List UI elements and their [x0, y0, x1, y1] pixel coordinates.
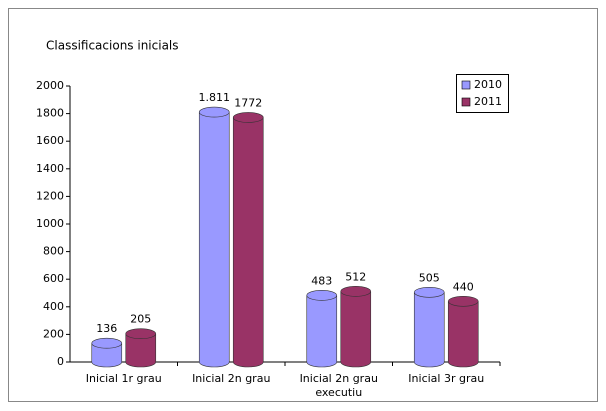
chart-title: Classificacions inicials — [46, 39, 179, 53]
y-tick-label: 1200 — [36, 189, 64, 202]
bar — [233, 117, 264, 363]
y-tick-label: 400 — [43, 300, 64, 313]
y-tick-label: 600 — [43, 272, 64, 285]
value-label: 136 — [96, 322, 117, 335]
bar-top — [125, 328, 157, 340]
y-tick-label: 1800 — [36, 107, 64, 120]
y-tick-label: 2000 — [36, 79, 64, 92]
value-label: 1.811 — [199, 91, 231, 104]
y-tick-label: 1000 — [36, 217, 64, 230]
bar — [306, 295, 337, 362]
y-tick-label: 800 — [43, 245, 64, 258]
legend-swatch — [461, 97, 471, 107]
value-label: 483 — [311, 274, 332, 287]
legend-label: 2011 — [474, 95, 502, 108]
bar-top — [198, 106, 230, 118]
value-label: 1772 — [234, 96, 262, 109]
x-tick-label: Inicial 2n grau — [192, 372, 270, 385]
bar — [414, 292, 445, 362]
bar-top — [340, 286, 372, 297]
bar — [199, 112, 230, 362]
value-label: 505 — [419, 271, 440, 284]
bar — [91, 343, 122, 362]
bar — [448, 301, 479, 362]
bar-top — [413, 287, 445, 298]
value-label: 205 — [130, 313, 151, 326]
bar-top — [91, 337, 123, 349]
x-tick-label: Inicial 3r grau — [408, 372, 484, 385]
value-label: 512 — [345, 270, 366, 283]
bar-top — [447, 295, 479, 307]
x-tick-label: Inicial 2n grau executiu — [300, 372, 378, 399]
bar-top — [232, 112, 264, 123]
legend-swatch — [461, 80, 471, 90]
y-tick-label: 0 — [57, 355, 64, 368]
bar-top — [306, 290, 338, 301]
bar — [340, 291, 371, 362]
y-tick-label: 200 — [43, 327, 64, 340]
x-tick-label: Inicial 1r grau — [86, 372, 162, 385]
legend-label: 2010 — [474, 78, 502, 91]
y-tick-label: 1400 — [36, 162, 64, 175]
y-tick-label: 1600 — [36, 134, 64, 147]
value-label: 440 — [453, 280, 474, 293]
